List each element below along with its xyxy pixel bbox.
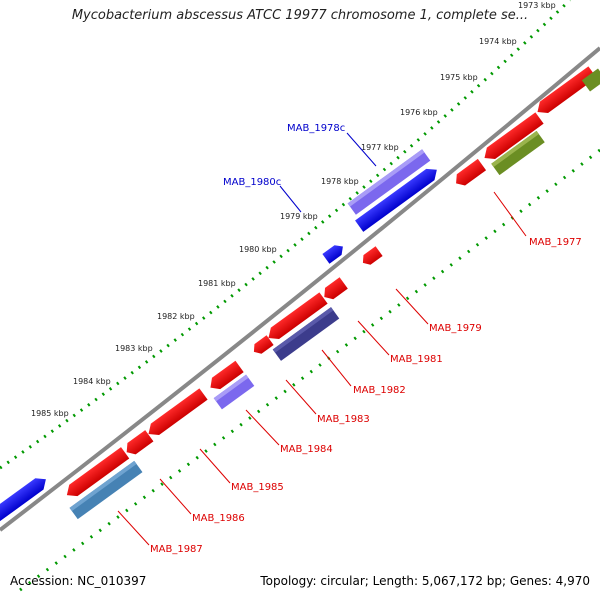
forward-genes[interactable]	[0, 149, 441, 523]
reverse-gene-labels[interactable]: MAB_1977 MAB_1979 MAB_1981 MAB_1982 MAB_…	[150, 237, 582, 555]
scale-label: 1983 kbp	[115, 344, 153, 353]
gene-mab-1985b[interactable]	[123, 430, 154, 458]
gene-small-forward[interactable]	[322, 242, 346, 264]
gene-label-mab-1978c[interactable]: MAB_1978c	[287, 123, 345, 134]
gene-left-forward[interactable]	[0, 474, 50, 523]
gene-label-mab-1985[interactable]: MAB_1985	[231, 482, 284, 493]
scale-label: 1981 kbp	[198, 279, 236, 288]
chromosome-backbone	[0, 46, 600, 532]
gene-label-mab-1979[interactable]: MAB_1979	[429, 323, 482, 334]
gene-mab-1983b[interactable]	[206, 360, 244, 393]
scale-label: 1975 kbp	[440, 73, 478, 82]
scale-label: 1980 kbp	[239, 245, 277, 254]
scale-label: 1978 kbp	[321, 177, 359, 186]
gene-mab-1985[interactable]	[144, 388, 208, 439]
leader-lines	[117, 132, 527, 546]
gene-label-mab-1983[interactable]: MAB_1983	[317, 414, 370, 425]
scale-label: 1976 kbp	[400, 108, 438, 117]
gene-olive-2[interactable]	[581, 68, 600, 92]
scale-label: 1979 kbp	[280, 212, 318, 221]
scale-labels: 1973 kbp 1974 kbp 1975 kbp 1976 kbp 1977…	[31, 1, 556, 418]
gene-mab-1977a[interactable]	[533, 66, 597, 117]
gene-mab-1982[interactable]	[272, 307, 340, 361]
gene-mab-1981a[interactable]	[320, 277, 348, 302]
gene-mab-1987[interactable]	[69, 460, 143, 520]
gene-label-mab-1986[interactable]: MAB_1986	[192, 513, 245, 524]
gene-label-mab-1980c[interactable]: MAB_1980c	[223, 177, 281, 188]
gene-mab-1977[interactable]	[480, 112, 544, 163]
gene-mab-1978c[interactable]	[347, 149, 431, 215]
map-title: Mycobacterium abscessus ATCC 19977 chrom…	[71, 8, 529, 23]
gene-label-mab-1982[interactable]: MAB_1982	[353, 385, 406, 396]
accession-label: Accession: NC_010397	[10, 574, 147, 588]
scale-label: 1977 kbp	[361, 143, 399, 152]
scale-label: 1984 kbp	[73, 377, 111, 386]
gene-olive-1[interactable]	[491, 130, 545, 176]
scale-label: 1982 kbp	[157, 312, 195, 321]
inner-dotted-track	[19, 148, 600, 592]
gene-mab-1980c[interactable]	[355, 164, 441, 232]
gene-mab-1983[interactable]	[250, 335, 274, 356]
scale-label: 1985 kbp	[31, 409, 69, 418]
gene-mab-1979[interactable]	[359, 246, 383, 267]
gene-red-small-a[interactable]	[452, 158, 487, 189]
outer-scale-track	[0, 0, 572, 470]
forward-gene-labels[interactable]: MAB_1978c MAB_1980c	[223, 123, 345, 188]
gene-label-mab-1977[interactable]: MAB_1977	[529, 237, 582, 248]
gene-label-mab-1984[interactable]: MAB_1984	[280, 444, 333, 455]
gene-label-mab-1981[interactable]: MAB_1981	[390, 354, 443, 365]
genome-summary: Topology: circular; Length: 5,067,172 bp…	[260, 574, 590, 588]
gene-mab-1981[interactable]	[264, 292, 328, 343]
reverse-genes[interactable]	[63, 66, 600, 520]
gene-mab-1984[interactable]	[213, 374, 255, 410]
scale-label: 1973 kbp	[518, 1, 556, 10]
gene-label-mab-1987[interactable]: MAB_1987	[150, 544, 203, 555]
gene-mab-1986[interactable]	[63, 447, 130, 501]
scale-label: 1974 kbp	[479, 37, 517, 46]
